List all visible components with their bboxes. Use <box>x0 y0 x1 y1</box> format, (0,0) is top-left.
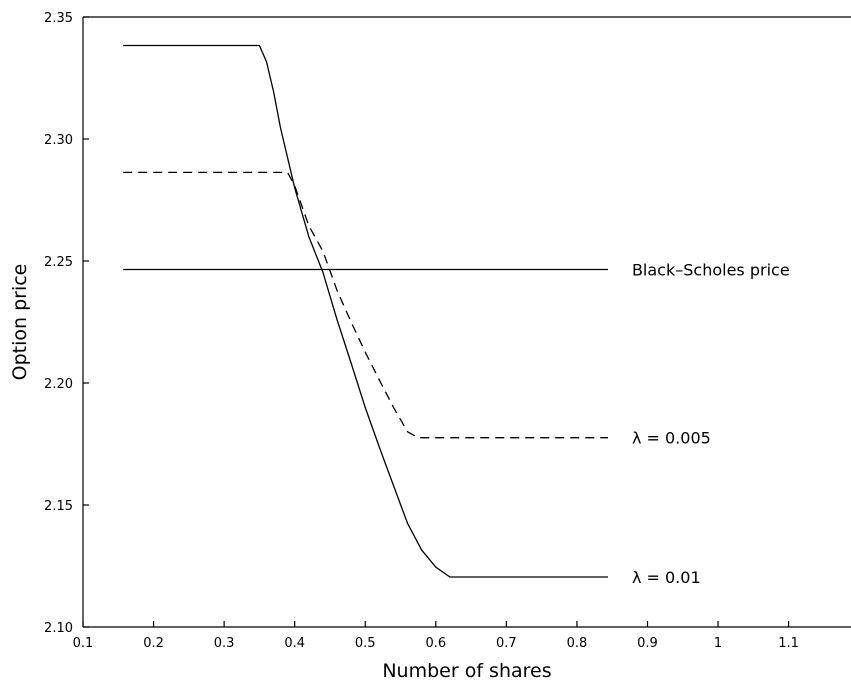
x-tick-label: 0.8 <box>567 636 588 651</box>
y-axis-title: Option price <box>9 264 31 381</box>
y-tick-label: 2.30 <box>44 133 73 148</box>
y-tick-label: 2.10 <box>44 621 73 636</box>
x-axis-title: Number of shares <box>382 660 551 682</box>
series-line-2 <box>123 44 608 578</box>
x-tick-label: 0.4 <box>284 636 305 651</box>
x-tick-label: 0.2 <box>143 636 164 651</box>
series-layer <box>123 44 608 578</box>
x-axis-ticks: 0.1 0.2 0.3 0.4 0.5 0.6 0.7 0.8 0.9 1 1.1 <box>73 621 799 651</box>
y-tick-label: 2.25 <box>44 255 73 270</box>
x-tick-label: 0.5 <box>355 636 376 651</box>
y-tick-label: 2.35 <box>44 11 73 26</box>
series-label-1: λ = 0.005 <box>632 429 711 448</box>
y-axis-ticks: 2.10 2.15 2.20 2.25 2.30 2.35 <box>44 11 89 636</box>
x-tick-label: 0.3 <box>214 636 235 651</box>
plot-frame <box>82 16 851 628</box>
series-labels: Black–Scholes price λ = 0.005 λ = 0.01 <box>632 261 790 587</box>
series-label-2: λ = 0.01 <box>632 568 701 587</box>
series-line-1 <box>123 171 608 439</box>
x-tick-label: 0.9 <box>637 636 658 651</box>
y-tick-label: 2.15 <box>44 499 73 514</box>
x-tick-label: 0.6 <box>425 636 446 651</box>
y-tick-label: 2.20 <box>44 377 73 392</box>
x-tick-label: 0.7 <box>496 636 517 651</box>
series-label-0: Black–Scholes price <box>632 261 790 280</box>
x-tick-label: 1.1 <box>778 636 799 651</box>
x-tick-label: 0.1 <box>73 636 94 651</box>
x-tick-label: 1 <box>714 636 722 651</box>
